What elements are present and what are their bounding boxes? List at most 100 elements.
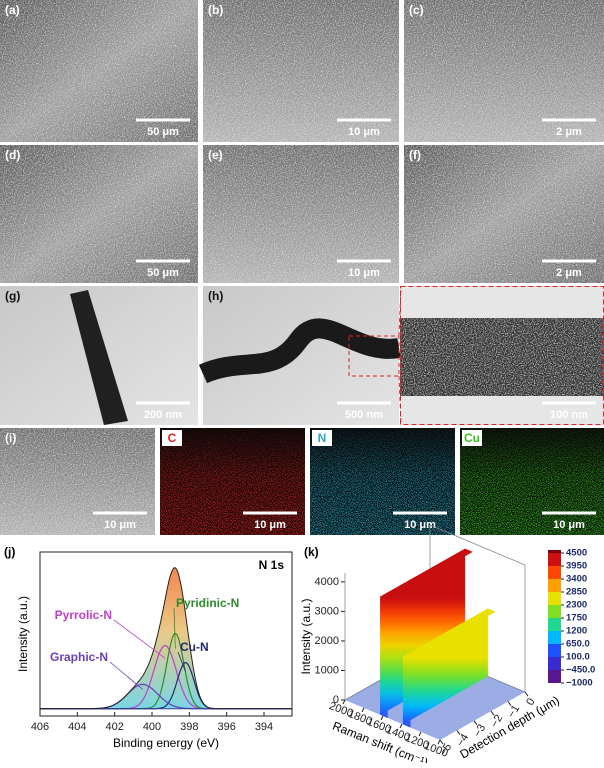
image-panels: (a) 50 μm (b) 10 μm (c) 2 μm (d) 50 μm (e) 10 μm (…	[0, 0, 604, 535]
y-tick-label: −5	[438, 742, 455, 759]
element-tag	[312, 430, 332, 446]
peak-label: Graphic-N	[50, 650, 108, 664]
scale-bar-label: 500 nm	[345, 409, 383, 421]
scale-bar-label: 50 μm	[147, 267, 179, 279]
y-axis-label: Intensity (a.u.)	[16, 596, 30, 672]
colorbar-label: 3400	[566, 574, 587, 585]
scale-bar-label: 200 nm	[144, 409, 182, 421]
colorbar-label: 2850	[566, 587, 587, 598]
eds-signal	[160, 428, 305, 535]
scale-bar-label: 2 μm	[556, 267, 582, 279]
y-tick	[524, 691, 529, 697]
band-top	[380, 548, 473, 600]
colorbar-segment	[548, 618, 561, 631]
x-tick	[361, 707, 365, 713]
colorbar-label: 650.0	[566, 639, 590, 650]
z-axis-label: Intensity (a.u.)	[299, 598, 313, 674]
eds-signal	[460, 428, 604, 535]
element-label: N	[318, 431, 327, 445]
z-tick-label: 3000	[315, 605, 339, 617]
peak-pointer	[109, 661, 143, 690]
y-tick	[507, 701, 512, 706]
colorbar-segment	[548, 670, 561, 683]
colorbar-segment	[548, 566, 561, 579]
panel-label: (j)	[4, 545, 15, 559]
peak-label: Pyrrolic-N	[55, 608, 112, 622]
z-tick-label: 2000	[315, 635, 339, 647]
x-tick-label: 394	[255, 721, 273, 733]
y-tick	[456, 730, 461, 735]
sem-image	[404, 0, 604, 142]
panel-label: (a)	[5, 3, 20, 17]
band-front	[380, 596, 388, 718]
element-tag	[162, 430, 182, 446]
band-top	[402, 608, 496, 660]
colorbar-segment	[548, 644, 561, 657]
band-front	[402, 656, 411, 728]
y-tick	[473, 720, 478, 726]
z-tick-label: 0	[333, 694, 339, 706]
x-tick-label: 406	[31, 721, 49, 733]
nanowire	[70, 290, 128, 425]
x-tick	[342, 699, 346, 705]
eds-signal	[310, 428, 455, 535]
zoom-line	[398, 286, 402, 337]
peak-pointer	[173, 607, 176, 649]
panel-label: (c)	[409, 3, 424, 17]
x-tick	[399, 723, 403, 729]
scale-bar-label: 100 nm	[550, 409, 588, 421]
peak-label: Cu-N	[180, 640, 209, 654]
sem-image	[0, 428, 155, 535]
peak-label: Pyridinic-N	[176, 596, 239, 610]
x-tick-label: 404	[68, 721, 86, 733]
element-tag	[462, 430, 482, 446]
panel-label: (e)	[208, 148, 223, 162]
colorbar-segment	[548, 657, 561, 670]
panel-label: (d)	[5, 148, 20, 162]
element-label: Cu	[464, 431, 480, 445]
colorbar-segment	[548, 553, 561, 566]
peak-pointer	[113, 619, 166, 659]
y-tick-label: 0	[524, 696, 537, 707]
zoom-box	[348, 335, 400, 377]
colorbar-label: 1200	[566, 626, 587, 637]
band-wall	[402, 608, 488, 725]
x-tick	[418, 731, 422, 737]
chart-title: N 1s	[259, 558, 285, 572]
panel-label: (f)	[409, 148, 421, 162]
box-edge	[429, 524, 526, 566]
x-tick-label: 396	[217, 721, 235, 733]
x-tick-label: 398	[180, 721, 198, 733]
scale-bar-label: 10 μm	[348, 267, 380, 279]
envelope-line	[40, 567, 292, 710]
colorbar-segment	[548, 605, 561, 618]
scale-bar-label: 10 μm	[404, 519, 436, 531]
panel-label: (b)	[208, 3, 223, 17]
colorbar-label: 2300	[566, 600, 587, 611]
x-tick-label: 400	[143, 721, 161, 733]
xps-chart: (j) N 1s 406 404 402 400 398 396 394 Binding ener…	[4, 545, 293, 750]
y-tick-label: −2	[489, 713, 506, 730]
nanowire-core	[400, 318, 604, 396]
colorbar-top-cap	[548, 550, 561, 553]
panel-label: (h)	[208, 289, 223, 303]
colorbar-label: 4500	[566, 548, 587, 559]
element-label: C	[168, 431, 177, 445]
colorbar-label: 3950	[566, 561, 587, 572]
sem-image	[0, 0, 198, 142]
colorbar-label: −450.0	[566, 665, 595, 676]
z-tick-label: 1000	[315, 664, 339, 676]
zoom-line	[398, 375, 402, 425]
scale-bar-label: 10 μm	[553, 519, 585, 531]
envelope-fill	[40, 567, 292, 709]
scale-bar-label: 2 μm	[556, 126, 582, 138]
y-tick	[490, 710, 495, 716]
x-tick	[437, 739, 441, 745]
colorbar-label: 100.0	[566, 652, 590, 663]
peak-pointer	[177, 651, 186, 672]
x-tick	[380, 715, 384, 721]
panel-label: (g)	[5, 289, 20, 303]
x-tick-label: 402	[105, 721, 123, 733]
